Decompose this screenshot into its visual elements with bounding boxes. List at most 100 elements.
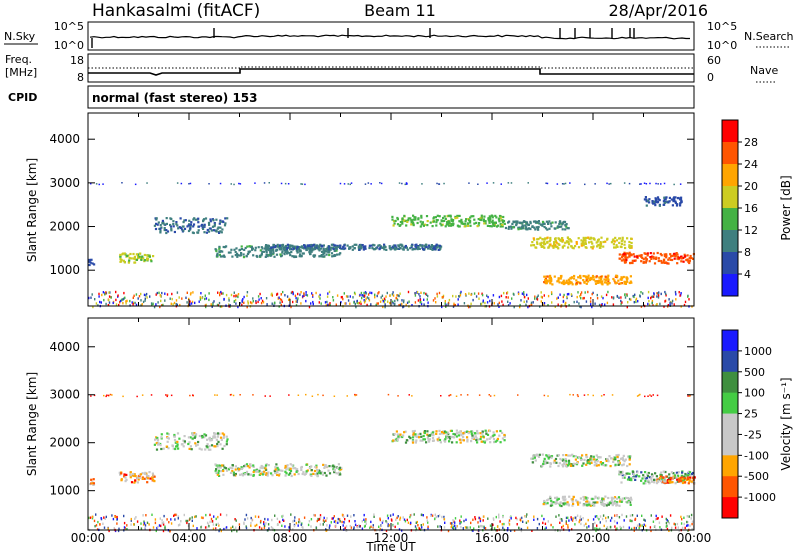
scatter-cell	[560, 459, 563, 462]
scatter-cell	[119, 473, 122, 476]
scatter-cell	[258, 473, 261, 476]
noise-cell	[109, 291, 111, 294]
noise-cell	[280, 303, 282, 307]
noise-cell	[130, 523, 132, 526]
scatter-cell	[90, 258, 93, 261]
scatter-cell	[593, 461, 596, 464]
scatter-cell	[170, 229, 173, 232]
scatter-cell	[323, 252, 326, 255]
scatter-cell	[582, 462, 585, 465]
noise-cell	[405, 303, 407, 307]
noise-cell	[380, 296, 382, 299]
noise-cell	[413, 513, 415, 516]
noise-cell	[312, 300, 314, 304]
noise-cell	[587, 290, 589, 294]
scatter-cell	[592, 278, 596, 281]
scatter-cell	[492, 221, 496, 224]
range-gate-dot	[102, 183, 104, 185]
noise-cell	[676, 522, 679, 526]
scatter-cell	[473, 222, 476, 225]
scatter-cell	[621, 457, 624, 460]
scatter-cell	[626, 280, 629, 283]
scatter-cell	[549, 462, 552, 465]
noise-cell	[567, 526, 569, 529]
scatter-cell	[240, 467, 243, 470]
scatter-cell	[554, 227, 557, 230]
scatter-cell	[169, 217, 172, 220]
range-gate-dot	[673, 183, 675, 186]
noise-cell	[513, 305, 515, 309]
noise-cell	[225, 513, 228, 517]
colorbar-tick-label: 28	[744, 136, 758, 149]
noise-cell	[392, 291, 394, 294]
scatter-cell	[546, 455, 549, 458]
scatter-cell	[620, 282, 623, 285]
noise-cell	[394, 525, 396, 529]
scatter-cell	[434, 248, 437, 251]
scatter-cell	[401, 218, 404, 221]
scatter-cell	[401, 435, 404, 439]
noise-cell	[268, 527, 270, 530]
scatter-cell	[217, 469, 220, 472]
nave-trace	[88, 66, 694, 69]
scatter-cell	[621, 476, 624, 479]
noise-cell	[482, 299, 484, 302]
scatter-cell	[205, 445, 208, 448]
scatter-cell	[313, 254, 317, 257]
noise-cell	[354, 520, 356, 523]
range-gate-dot	[600, 395, 603, 397]
scatter-cell	[219, 226, 222, 229]
scatter-cell	[544, 282, 548, 285]
scatter-cell	[562, 459, 565, 462]
noise-cell	[510, 517, 512, 520]
noise-cell	[143, 520, 145, 523]
scatter-cell	[296, 246, 299, 249]
range-gate-dot	[219, 182, 222, 185]
scatter-cell	[572, 455, 575, 458]
scatter-cell	[194, 442, 197, 445]
range-gate-dot	[649, 182, 651, 185]
scatter-cell	[665, 253, 668, 256]
noise-cell	[678, 529, 680, 533]
noise-cell	[130, 517, 132, 521]
noise-cell	[638, 525, 641, 528]
scatter-cell	[580, 244, 583, 247]
scatter-cell	[252, 474, 255, 477]
noise-cell	[638, 523, 641, 526]
scatter-cell	[301, 246, 304, 249]
scatter-cell	[624, 257, 627, 260]
noise-cell	[480, 302, 483, 306]
noise-cell	[678, 291, 680, 294]
scatter-cell	[583, 237, 586, 240]
noise-cell	[153, 305, 156, 309]
range-gate-dot	[354, 393, 356, 396]
scatter-cell	[475, 436, 478, 440]
noise-cell	[89, 516, 92, 519]
scatter-cell	[550, 278, 553, 281]
noise-cell	[439, 525, 441, 528]
scatter-cell	[225, 435, 228, 438]
scatter-cell	[151, 472, 154, 475]
noise-cell	[359, 525, 361, 528]
scatter-cell	[491, 216, 494, 219]
scatter-cell	[188, 441, 191, 444]
noise-cell	[470, 521, 472, 525]
noise-cell	[637, 300, 639, 303]
scatter-cell	[462, 435, 465, 439]
scatter-cell	[650, 476, 653, 479]
noise-cell	[246, 294, 248, 297]
scatter-cell	[594, 495, 597, 498]
noise-cell	[263, 522, 265, 526]
scatter-cell	[495, 225, 499, 228]
noise-cell	[684, 300, 687, 304]
scatter-cell	[575, 242, 578, 245]
scatter-cell	[567, 283, 570, 286]
scatter-cell	[617, 453, 620, 457]
scatter-cell	[687, 482, 690, 485]
range-gate-dot	[350, 182, 353, 184]
scatter-cell	[319, 255, 322, 258]
scatter-cell	[584, 239, 587, 242]
noise-cell	[482, 519, 484, 522]
noise-cell	[105, 302, 107, 306]
noise-cell	[527, 297, 529, 300]
